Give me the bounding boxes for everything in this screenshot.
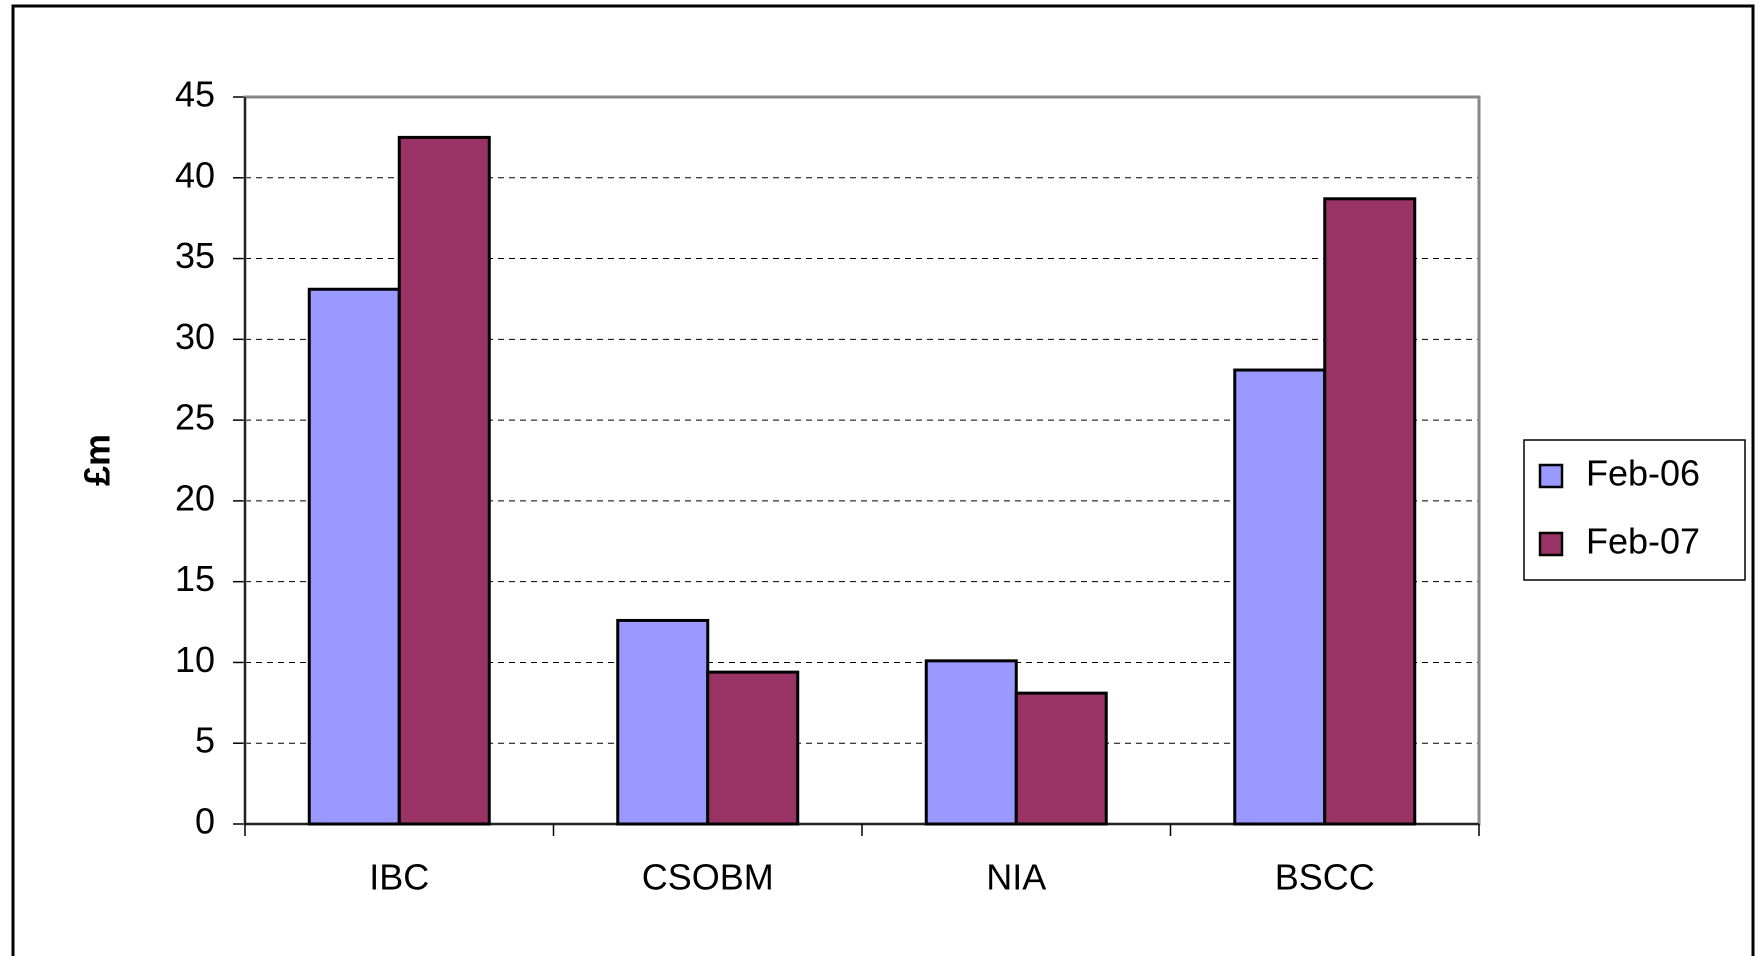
- legend-box: [1523, 439, 1746, 581]
- y-tick-label: 0: [195, 801, 215, 842]
- y-tick-label: 40: [175, 154, 215, 195]
- x-tick-label: IBC: [369, 857, 429, 898]
- x-tick-label: BSCC: [1275, 857, 1375, 898]
- y-tick-label: 35: [175, 235, 215, 276]
- bar: [924, 659, 1018, 826]
- y-axis-label: £m: [77, 434, 118, 486]
- bar: [1014, 691, 1108, 826]
- bar: [1323, 197, 1417, 826]
- bar: [397, 135, 491, 826]
- bar: [307, 287, 401, 826]
- legend-label: Feb-07: [1586, 521, 1700, 562]
- bar: [706, 670, 800, 826]
- bar: [1233, 368, 1327, 826]
- y-tick-label: 45: [175, 74, 215, 115]
- y-tick-label: 25: [175, 397, 215, 438]
- y-tick-label: 20: [175, 477, 215, 518]
- x-tick-label: NIA: [986, 857, 1046, 898]
- y-tick-label: 10: [175, 639, 215, 680]
- y-tick-label: 5: [195, 720, 215, 761]
- x-tick-label: CSOBM: [642, 857, 774, 898]
- y-tick-label: 15: [175, 558, 215, 599]
- y-tick-label: 30: [175, 316, 215, 357]
- legend-label: Feb-06: [1586, 453, 1700, 494]
- legend-swatch: [1538, 531, 1564, 557]
- bar: [616, 618, 710, 826]
- chart-border: [11, 4, 1755, 956]
- legend-swatch: [1538, 463, 1564, 489]
